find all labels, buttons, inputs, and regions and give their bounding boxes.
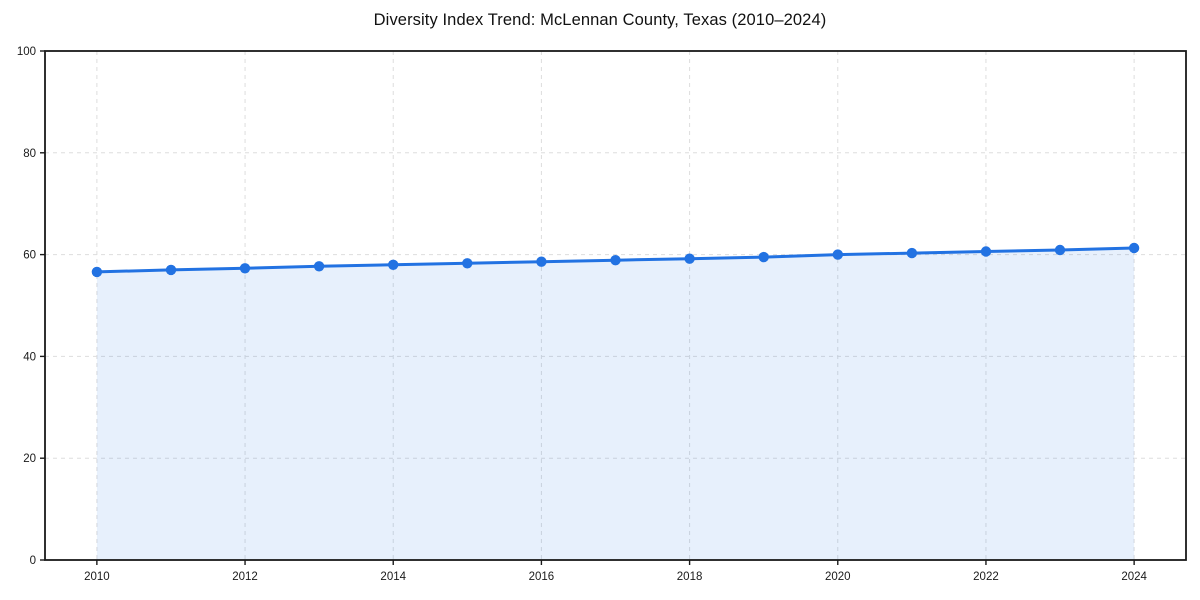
series-area-fill xyxy=(96,248,1135,560)
data-point-2015 xyxy=(462,258,473,269)
y-tick-label-60: 60 xyxy=(23,250,36,262)
data-point-2010 xyxy=(91,266,103,278)
y-tick-label-40: 40 xyxy=(23,351,36,363)
x-tick-label-2010: 2010 xyxy=(84,571,110,583)
y-tick-label-100: 100 xyxy=(17,46,36,58)
y-tick-label-0: 0 xyxy=(30,555,36,567)
x-tick-label-2012: 2012 xyxy=(232,571,258,583)
y-tick-label-80: 80 xyxy=(23,148,36,160)
data-point-2017 xyxy=(610,255,621,266)
data-point-2011 xyxy=(165,264,177,276)
y-tick-label-20: 20 xyxy=(23,453,36,465)
data-point-2020 xyxy=(832,249,843,260)
x-tick-label-2022: 2022 xyxy=(973,571,999,583)
data-point-2021 xyxy=(906,247,918,259)
chart-title: Diversity Index Trend: McLennan County, … xyxy=(373,11,827,29)
data-point-2014 xyxy=(388,259,399,270)
data-point-2013 xyxy=(313,261,325,272)
x-tick-label-2020: 2020 xyxy=(825,571,851,583)
x-tick-label-2016: 2016 xyxy=(529,571,555,583)
data-point-2012 xyxy=(239,263,251,274)
x-tick-label-2018: 2018 xyxy=(677,571,703,583)
data-point-2018 xyxy=(684,253,695,264)
x-tick-label-2014: 2014 xyxy=(380,571,406,583)
x-tick-label-2024: 2024 xyxy=(1121,571,1147,583)
data-point-2016 xyxy=(536,256,547,267)
data-point-2023 xyxy=(1054,244,1066,256)
data-point-2022 xyxy=(980,246,992,257)
data-point-2019 xyxy=(758,251,769,263)
plot-border xyxy=(44,50,1187,561)
data-point-2024 xyxy=(1128,242,1140,254)
